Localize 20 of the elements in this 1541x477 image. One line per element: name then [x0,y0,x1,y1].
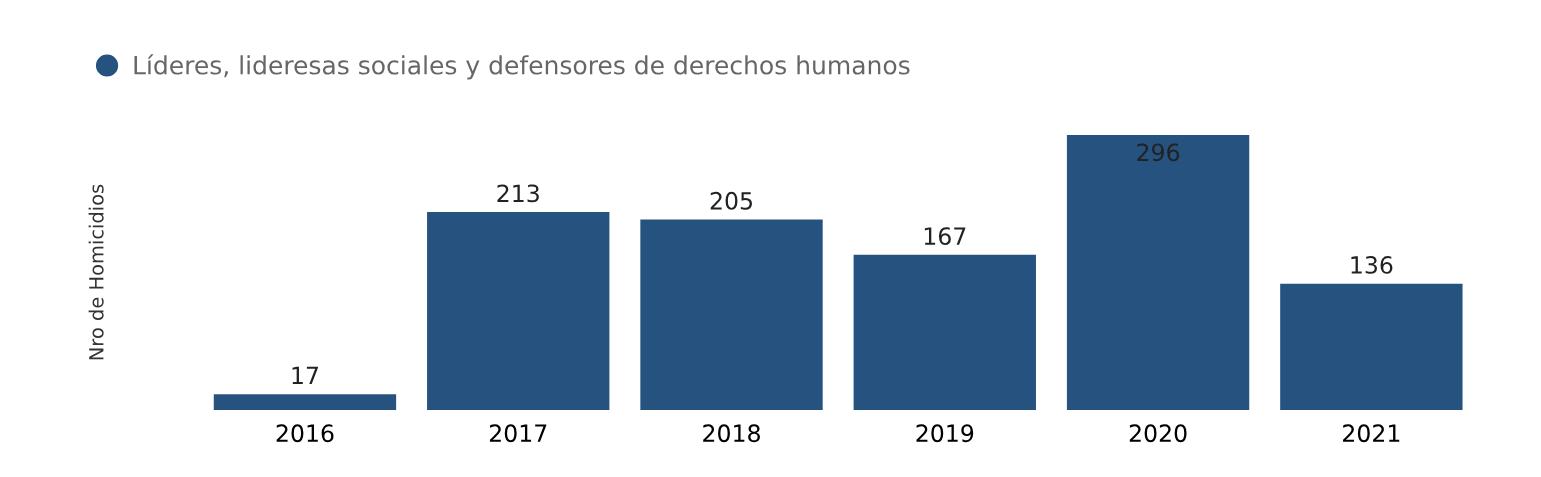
x-tick-label: 2020 [1129,424,1187,443]
bar [427,212,610,410]
data-label: 167 [924,227,966,246]
bar [640,219,823,410]
y-axis-title: Nro de Homicidios [88,184,104,360]
x-tick-label: 2018 [703,424,760,443]
bar [1066,135,1250,410]
x-tick-label: 2019 [916,424,974,443]
bar [213,394,397,410]
x-tick-label: 2016 [276,424,334,443]
x-tick-label: 2017 [489,424,547,443]
data-label: 296 [1137,143,1180,162]
x-tick-label: 2021 [1343,424,1400,443]
legend-label: Líderes, lideresas sociales y defensores de derechos humanos [134,54,910,80]
bar [1280,283,1463,410]
data-label: 213 [497,184,539,203]
bar [853,254,1036,410]
data-label: 205 [710,191,752,210]
data-label: 136 [1351,255,1393,274]
data-label: 17 [292,366,318,385]
